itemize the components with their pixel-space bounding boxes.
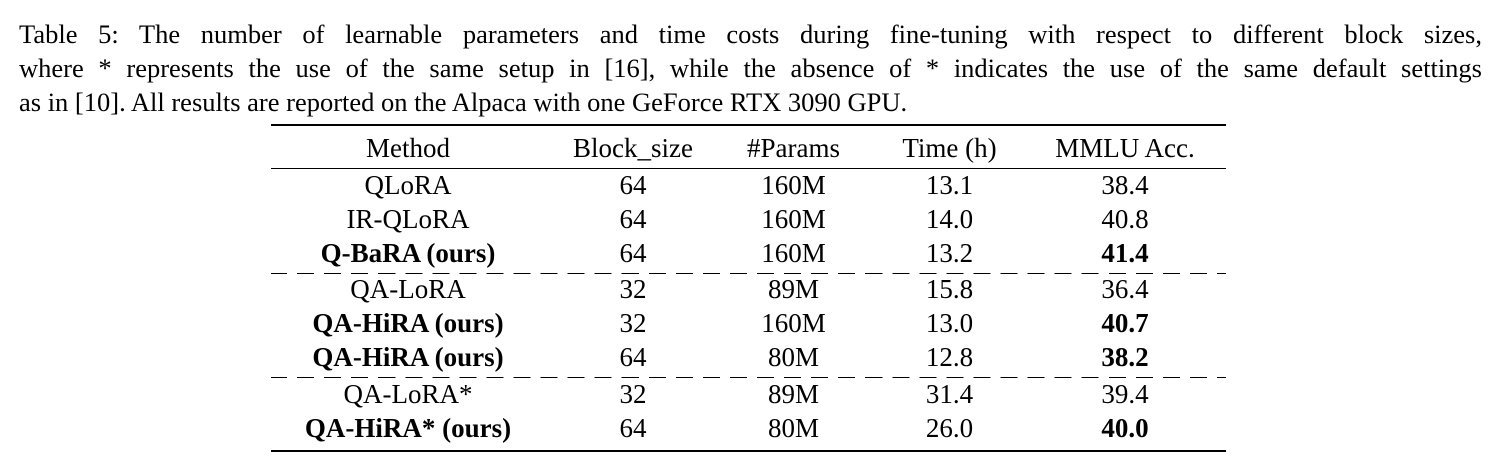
block-size-cell: 64 [619,238,647,268]
acc-cell: 36.4 [1101,274,1149,304]
table-row: QA-LoRA 32 89M 15.8 36.4 [271,272,1226,306]
top-rule [271,124,1226,126]
block-size-cell: 64 [619,342,647,372]
table-row: Q-BaRA (ours) 64 160M 13.2 41.4 [271,236,1226,270]
acc-cell: 40.7 [1101,308,1149,338]
table-row: QA-LoRA* 32 89M 31.4 39.4 [271,377,1226,411]
acc-cell: 40.0 [1101,413,1149,443]
method-cell: QA-LoRA* [343,379,473,409]
method-cell: QA-HiRA* (ours) [304,413,512,443]
params-cell: 80M [767,413,819,443]
acc-cell: 41.4 [1101,238,1149,268]
block-size-cell: 64 [619,204,647,234]
params-cell: 89M [767,379,819,409]
table-caption: Table 5: The number of learnable paramet… [19,17,1489,119]
time-cell: 13.1 [925,170,974,200]
acc-cell: 38.2 [1101,342,1149,372]
caption-line: as in [10]. All results are reported on … [19,87,908,117]
block-size-cell: 64 [619,170,647,200]
params-cell: 80M [767,342,819,372]
table-row: QA-HiRA (ours) 64 80M 12.8 38.2 [271,340,1226,374]
time-cell: 12.8 [925,342,974,372]
header-params: #Params [747,133,840,163]
acc-cell: 39.4 [1101,379,1149,409]
caption-line: where * represents the use of the same s… [19,53,1482,83]
group-divider [271,273,1226,274]
time-cell: 13.2 [925,238,974,268]
table-row: IR-QLoRA 64 160M 14.0 40.8 [271,202,1226,236]
params-cell: 160M [761,170,826,200]
block-size-cell: 32 [619,308,647,338]
params-cell: 160M [761,238,826,268]
table-row: QA-HiRA (ours) 32 160M 13.0 40.7 [271,306,1226,340]
header-block-size: Block_size [573,133,693,163]
time-cell: 26.0 [925,413,974,443]
acc-cell: 40.8 [1101,204,1149,234]
time-cell: 15.8 [925,274,974,304]
bottom-rule [271,450,1226,452]
params-cell: 160M [761,204,826,234]
time-cell: 13.0 [925,308,974,338]
header-method: Method [366,133,450,163]
table-header-row: Method Block_size #Params Time (h) MMLU … [271,131,1226,165]
header-mmlu-acc: MMLU Acc. [1055,133,1195,163]
method-cell: Q-BaRA (ours) [320,238,496,268]
header-time: Time (h) [902,133,997,163]
params-cell: 160M [761,308,826,338]
acc-cell: 38.4 [1101,170,1149,200]
method-cell: QLoRA [364,170,452,200]
group-divider [271,377,1226,378]
method-cell: QA-HiRA (ours) [312,308,504,338]
method-cell: IR-QLoRA [346,204,470,234]
time-cell: 31.4 [925,379,974,409]
method-cell: QA-HiRA (ours) [312,342,504,372]
params-cell: 89M [767,274,819,304]
method-cell: QA-LoRA [350,274,466,304]
block-size-cell: 64 [619,413,647,443]
table-row: QLoRA 64 160M 13.1 38.4 [271,168,1226,202]
time-cell: 14.0 [925,204,974,234]
block-size-cell: 32 [619,274,647,304]
block-size-cell: 32 [619,379,647,409]
caption-line: Table 5: The number of learnable paramet… [19,19,1482,49]
table-row: QA-HiRA* (ours) 64 80M 26.0 40.0 [271,411,1226,445]
header-rule [271,168,1226,169]
